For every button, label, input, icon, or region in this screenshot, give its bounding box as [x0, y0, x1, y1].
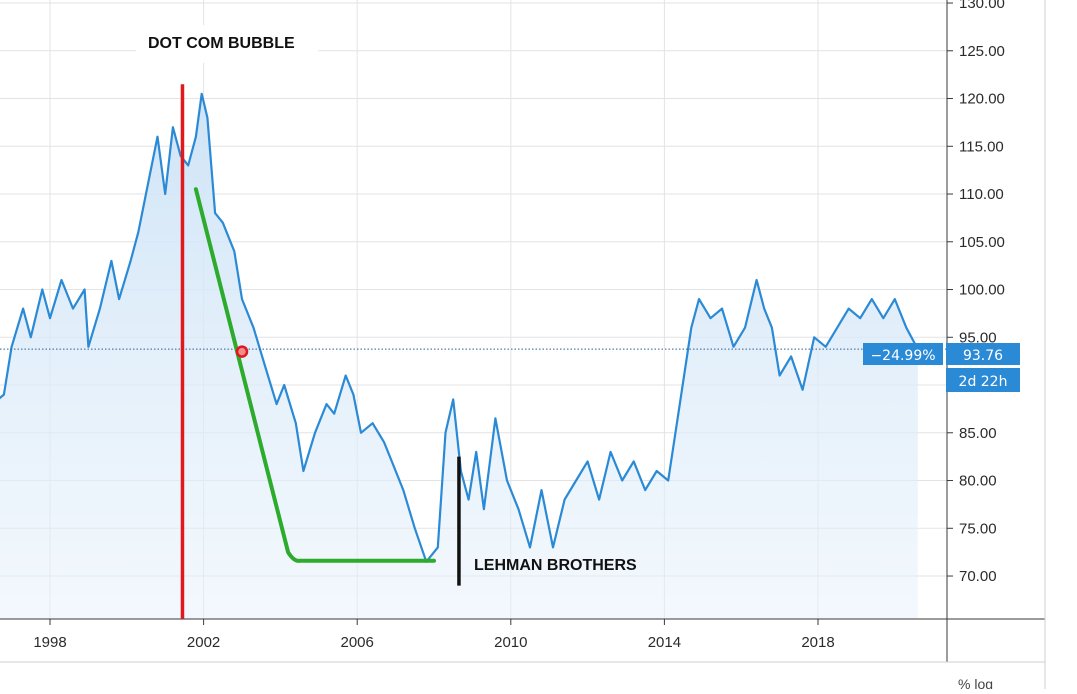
y-tick-label: 105.00 — [959, 234, 1005, 251]
last-price-value: 93.76 — [963, 348, 1003, 364]
annotation-dot-com-bubble[interactable]: DOT COM BUBBLE — [148, 35, 295, 52]
drawings — [0, 84, 947, 619]
y-tick-label: 100.00 — [959, 282, 1005, 299]
y-tick-label: 70.00 — [959, 568, 997, 585]
change-badge — [863, 343, 943, 365]
x-tick-label: 2002 — [187, 634, 220, 651]
labels: DOT COM BUBBLE LEHMAN BROTHERS 93.76 2d 22h… — [136, 25, 1020, 692]
y-tick-label: 75.00 — [959, 520, 997, 537]
y-tick-label: 80.00 — [959, 473, 997, 490]
annotation-lehman-brothers[interactable]: LEHMAN BROTHERS — [474, 557, 637, 574]
y-tick-label: 110.00 — [959, 186, 1004, 203]
x-tick-label: 2014 — [648, 634, 681, 651]
countdown-value: 2d 22h — [959, 374, 1008, 390]
trendline-drawing[interactable] — [193, 187, 436, 563]
scale-mode-label[interactable]: % log — [958, 676, 993, 692]
y-tick-label: 85.00 — [959, 425, 997, 442]
y-tick-label: 125.00 — [959, 43, 1005, 60]
y-tick-label: 115.00 — [959, 138, 1004, 155]
last-price-badge — [946, 343, 1020, 365]
price-area-fill — [0, 93, 918, 619]
x-tick-label: 1998 — [33, 634, 66, 651]
change-value: −24.99% — [870, 348, 935, 364]
x-tick-label: 2006 — [341, 634, 374, 651]
y-tick-label: 130.00 — [959, 0, 1005, 12]
x-tick-label: 2010 — [494, 634, 527, 651]
annotation-box — [136, 25, 318, 63]
y-tick-label: 95.00 — [959, 329, 997, 346]
marker-point[interactable] — [235, 345, 249, 358]
axes: 130.00 125.00 120.00 115.00 110.00 105.00 100.… — [0, 0, 1046, 689]
x-tick-label: 2018 — [801, 634, 834, 651]
countdown-badge — [946, 368, 1020, 392]
y-tick-label: 120.00 — [959, 91, 1005, 108]
